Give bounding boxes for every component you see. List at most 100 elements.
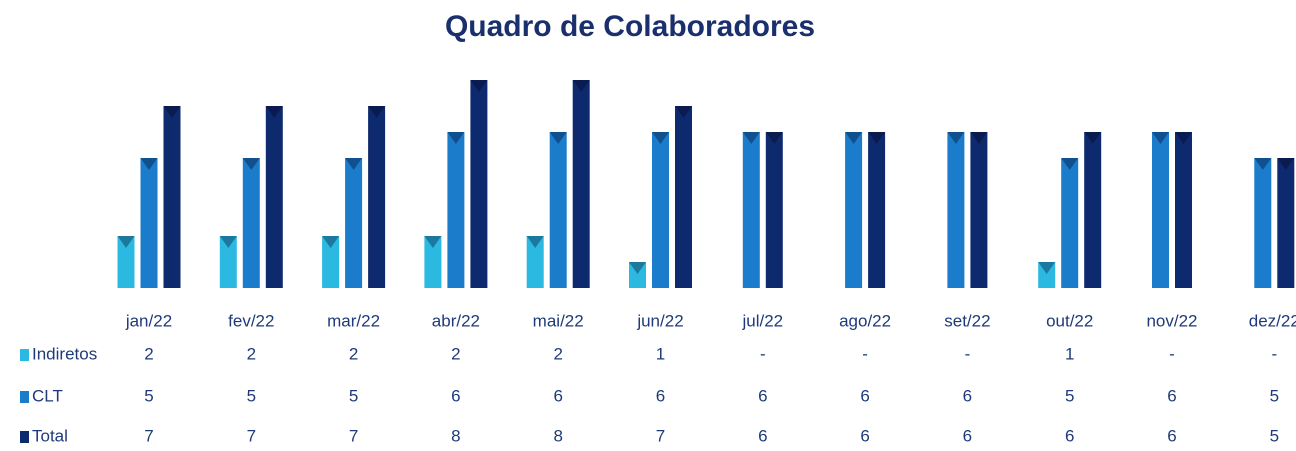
- bar: [1277, 158, 1295, 288]
- bar-cap: [345, 158, 363, 170]
- table-value: -: [760, 344, 766, 363]
- bar: [549, 132, 567, 288]
- bar: [265, 106, 283, 288]
- bar-cap: [1061, 158, 1079, 170]
- x-tick-label: mai/22: [533, 311, 584, 330]
- table-value: 6: [553, 386, 562, 405]
- bar: [845, 132, 863, 288]
- x-tick-label: mar/22: [327, 311, 380, 330]
- table-value: 6: [758, 386, 767, 405]
- x-tick-label: abr/22: [432, 311, 480, 330]
- bar: [322, 236, 340, 288]
- bar-cap: [868, 132, 886, 144]
- bar: [1175, 132, 1192, 288]
- table-value: -: [1169, 344, 1175, 363]
- bar: [140, 158, 158, 288]
- bar-cap: [219, 236, 237, 248]
- bar-cap: [163, 106, 181, 118]
- bar: [424, 236, 442, 288]
- table-value: 5: [1270, 426, 1279, 445]
- bar-cap: [1277, 158, 1295, 170]
- table-value: 7: [656, 426, 665, 445]
- table-value: 6: [860, 426, 869, 445]
- bar: [117, 236, 135, 288]
- bar-cap: [368, 106, 386, 118]
- bar-cap: [470, 80, 488, 92]
- bar: [1152, 132, 1169, 288]
- table-value: 1: [656, 344, 665, 363]
- bar-cap: [1175, 132, 1192, 144]
- bar-cap: [265, 106, 283, 118]
- table-value: -: [965, 344, 971, 363]
- bar: [368, 106, 386, 288]
- bar: [629, 262, 646, 288]
- bar: [1038, 262, 1056, 288]
- legend-swatch: [20, 431, 29, 443]
- bar-cap: [447, 132, 465, 144]
- bar-cap: [242, 158, 260, 170]
- bar: [470, 80, 488, 288]
- bar: [1254, 158, 1272, 288]
- x-tick-label: dez/22: [1249, 311, 1296, 330]
- table-value: 7: [349, 426, 358, 445]
- bar-cap: [629, 262, 646, 274]
- table-value: -: [862, 344, 868, 363]
- table-value: 7: [247, 426, 256, 445]
- bar: [572, 80, 590, 288]
- bar: [675, 106, 692, 288]
- bar-cap: [117, 236, 135, 248]
- bar: [447, 132, 465, 288]
- table-value: 6: [963, 426, 972, 445]
- table-value: 5: [1065, 386, 1074, 405]
- x-tick-label: out/22: [1046, 311, 1093, 330]
- bar: [219, 236, 237, 288]
- table-value: 2: [247, 344, 256, 363]
- table-value: 6: [656, 386, 665, 405]
- bar-cap: [1152, 132, 1169, 144]
- table-value: 5: [349, 386, 358, 405]
- x-tick-label: jan/22: [125, 311, 172, 330]
- table-value: 6: [963, 386, 972, 405]
- x-tick-label: jul/22: [741, 311, 783, 330]
- bar-cap: [845, 132, 863, 144]
- bar-cap: [765, 132, 783, 144]
- table-value: 1: [1065, 344, 1074, 363]
- table-value: 6: [1167, 386, 1176, 405]
- bar-cap: [526, 236, 544, 248]
- bar-cap: [1254, 158, 1272, 170]
- bar: [868, 132, 886, 288]
- bar: [742, 132, 760, 288]
- table-value: 5: [144, 386, 153, 405]
- table-value: -: [1271, 344, 1277, 363]
- legend-label: Total: [32, 426, 68, 445]
- bar: [345, 158, 363, 288]
- legend-swatch: [20, 349, 29, 361]
- bar-cap: [549, 132, 567, 144]
- bar-cap: [652, 132, 669, 144]
- x-tick-label: ago/22: [839, 311, 891, 330]
- bar-cap: [970, 132, 988, 144]
- bar: [526, 236, 544, 288]
- table-value: 6: [1065, 426, 1074, 445]
- legend-label: CLT: [32, 386, 63, 405]
- bar: [242, 158, 260, 288]
- bar: [970, 132, 988, 288]
- bar-cap: [1084, 132, 1102, 144]
- bar-cap: [424, 236, 442, 248]
- bar-cap: [322, 236, 340, 248]
- table-value: 8: [451, 426, 460, 445]
- table-value: 8: [553, 426, 562, 445]
- table-value: 6: [451, 386, 460, 405]
- table-value: 2: [553, 344, 562, 363]
- bar-cap: [742, 132, 760, 144]
- x-tick-label: set/22: [944, 311, 990, 330]
- table-value: 2: [349, 344, 358, 363]
- x-tick-label: fev/22: [228, 311, 274, 330]
- bar-cap: [140, 158, 158, 170]
- bar: [947, 132, 965, 288]
- table-value: 2: [451, 344, 460, 363]
- table-value: 5: [1270, 386, 1279, 405]
- table-value: 6: [758, 426, 767, 445]
- legend-swatch: [20, 391, 29, 403]
- bar-cap: [947, 132, 965, 144]
